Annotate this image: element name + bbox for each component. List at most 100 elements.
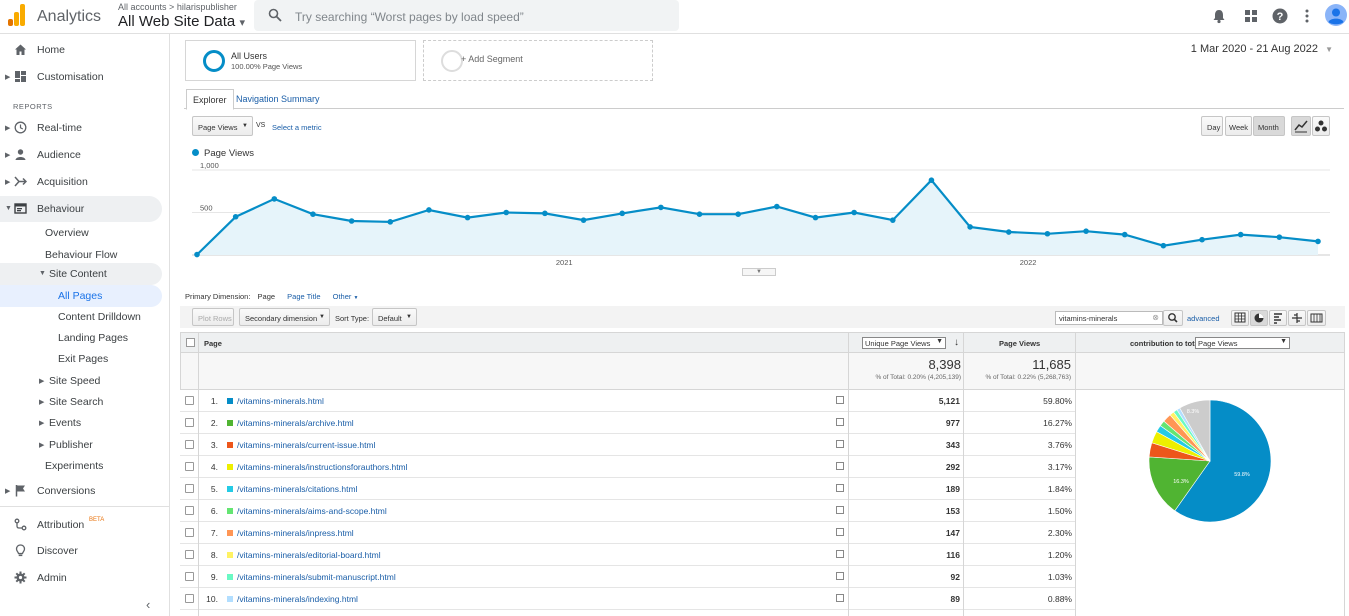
view-performance-button[interactable]	[1269, 310, 1287, 326]
row-page-link[interactable]: /vitamins-minerals/current-issue.html	[237, 440, 376, 450]
open-external-icon[interactable]	[836, 528, 844, 536]
table-row[interactable]: 2. /vitamins-minerals/archive.html 977 16.2…	[180, 412, 1076, 434]
sidebar-item-site-speed[interactable]: ▶ Site Speed	[0, 370, 162, 392]
data-point[interactable]	[889, 217, 896, 223]
dimension-other[interactable]: Other	[332, 292, 352, 301]
sidebar-item-behaviour[interactable]: ▼ Behaviour	[0, 196, 162, 222]
row-page-link[interactable]: /vitamins-minerals/aims-and-scope.html	[237, 506, 387, 516]
data-point[interactable]	[503, 209, 510, 216]
open-external-icon[interactable]	[836, 440, 844, 448]
data-point[interactable]	[542, 210, 548, 217]
sidebar-item-acquisition[interactable]: ▶ Acquisition	[0, 169, 162, 195]
row-checkbox[interactable]	[185, 572, 194, 581]
data-point[interactable]	[851, 209, 857, 216]
sidebar-item-publisher[interactable]: ▶ Publisher	[0, 434, 162, 456]
sidebar-item-landing-pages[interactable]: Landing Pages	[0, 327, 162, 349]
date-range-picker[interactable]: 1 Mar 2020 - 21 Aug 2022 ▼	[1191, 43, 1333, 55]
sidebar-item-content-drilldown[interactable]: Content Drilldown	[0, 306, 162, 328]
row-page-link[interactable]: /vitamins-minerals/submit-manuscript.htm…	[237, 572, 396, 582]
row-page-link[interactable]: /vitamins-minerals/archive.html	[237, 418, 354, 428]
table-row[interactable]: 1. /vitamins-minerals.html 5,121 59.80%	[180, 390, 1076, 412]
data-point[interactable]	[1315, 238, 1321, 245]
sidebar-item-experiments[interactable]: Experiments	[0, 455, 162, 477]
data-point[interactable]	[658, 204, 664, 211]
data-point[interactable]	[232, 213, 239, 220]
table-row[interactable]: 6. /vitamins-minerals/aims-and-scope.html…	[180, 500, 1076, 522]
row-page-link[interactable]: /vitamins-minerals/inpress.html	[237, 528, 354, 538]
row-checkbox[interactable]	[185, 528, 194, 537]
table-filter-input[interactable]: vitamins-minerals ⊗	[1055, 311, 1163, 325]
collapse-sidebar-icon[interactable]: ‹	[146, 597, 151, 612]
sidebar-item-admin[interactable]: Admin	[0, 565, 162, 591]
sidebar-item-site-search[interactable]: ▶ Site Search	[0, 391, 162, 413]
row-checkbox[interactable]	[185, 594, 194, 603]
data-point[interactable]	[1044, 230, 1051, 237]
user-avatar[interactable]	[1325, 4, 1347, 26]
sort-type-select[interactable]: Default ▼	[372, 308, 417, 326]
open-external-icon[interactable]	[836, 396, 844, 404]
week-button[interactable]: Week	[1225, 116, 1252, 136]
open-external-icon[interactable]	[836, 594, 844, 602]
open-external-icon[interactable]	[836, 506, 844, 514]
secondary-dimension-select[interactable]: Secondary dimension ▼	[239, 308, 330, 326]
data-point[interactable]	[464, 214, 471, 221]
apps-grid-icon[interactable]	[1243, 8, 1259, 24]
data-point[interactable]	[1160, 242, 1167, 249]
open-external-icon[interactable]	[836, 462, 844, 470]
data-point[interactable]	[426, 207, 432, 213]
data-point[interactable]	[348, 218, 355, 224]
dimension-page[interactable]: Page	[257, 292, 276, 301]
view-comparison-button[interactable]	[1288, 310, 1306, 326]
pie-slice[interactable]	[1174, 399, 1272, 523]
sidebar-item-behaviour-flow[interactable]: Behaviour Flow	[0, 242, 162, 268]
advanced-filter-link[interactable]: advanced	[1187, 314, 1220, 323]
data-point[interactable]	[310, 211, 316, 217]
table-row[interactable]: 4. /vitamins-minerals/instructionsforauth…	[180, 456, 1076, 478]
open-external-icon[interactable]	[836, 418, 844, 426]
data-point[interactable]	[1237, 231, 1244, 238]
row-page-link[interactable]: /vitamins-minerals/instructionsforauthor…	[237, 462, 408, 472]
contribution-pie-chart[interactable]: 59.8% 16.3% 8.3%	[1144, 398, 1276, 524]
tab-navigation-summary[interactable]: Navigation Summary	[236, 94, 320, 104]
select-all-checkbox[interactable]	[186, 338, 195, 347]
table-row[interactable]: 7. /vitamins-minerals/inpress.html 147 2.30…	[180, 522, 1076, 544]
column-header-pageviews[interactable]: Page Views	[999, 339, 1041, 348]
more-vert-icon[interactable]	[1299, 8, 1315, 24]
sidebar-item-overview[interactable]: Overview	[0, 220, 162, 246]
data-point[interactable]	[967, 224, 973, 230]
sidebar-item-home[interactable]: Home	[0, 37, 162, 63]
data-point[interactable]	[619, 210, 626, 217]
line-chart-button[interactable]	[1291, 116, 1311, 136]
table-row[interactable]: 10. /vitamins-minerals/indexing.html 89 0.8…	[180, 588, 1076, 610]
chart-resize-handle[interactable]: ▼	[742, 268, 776, 276]
row-page-link[interactable]: /vitamins-minerals/citations.html	[237, 484, 358, 494]
open-external-icon[interactable]	[836, 484, 844, 492]
sort-descending-icon[interactable]: ↓	[954, 337, 959, 348]
metric-select[interactable]: Page Views ▼	[192, 116, 253, 136]
sidebar-item-all-pages[interactable]: All Pages	[0, 285, 162, 307]
table-row[interactable]: 9. /vitamins-minerals/submit-manuscript.h…	[180, 566, 1076, 588]
sidebar-item-events[interactable]: ▶ Events	[0, 412, 162, 434]
table-row[interactable]: 8. /vitamins-minerals/editorial-board.htm…	[180, 544, 1076, 566]
breadcrumb-account[interactable]: hilarispublisher	[176, 2, 237, 12]
data-point[interactable]	[774, 203, 780, 210]
day-button[interactable]: Day	[1201, 116, 1223, 136]
segment-all-users[interactable]: All Users 100.00% Page Views	[185, 40, 416, 81]
data-point[interactable]	[194, 251, 200, 258]
filter-search-button[interactable]	[1163, 310, 1183, 326]
view-selector[interactable]: All Web Site Data ▾	[118, 13, 245, 30]
sidebar-item-audience[interactable]: ▶ Audience	[0, 142, 162, 168]
sidebar-item-customisation[interactable]: ▶ Customisation	[0, 64, 162, 90]
data-point[interactable]	[696, 211, 703, 217]
data-point[interactable]	[271, 196, 278, 202]
view-pie-button[interactable]	[1250, 310, 1268, 326]
row-checkbox[interactable]	[185, 396, 194, 405]
table-row[interactable]: 5. /vitamins-minerals/citations.html 189 1.…	[180, 478, 1076, 500]
view-table-button[interactable]	[1231, 310, 1249, 326]
sidebar-item-exit-pages[interactable]: Exit Pages	[0, 348, 162, 370]
search-bar[interactable]: Try searching “Worst pages by load speed…	[254, 0, 679, 31]
open-external-icon[interactable]	[836, 572, 844, 580]
data-point[interactable]	[580, 217, 587, 223]
page-views-line-chart[interactable]: 1,000 500 2021 2022	[170, 159, 1349, 274]
pie-slice[interactable]	[1148, 456, 1211, 512]
